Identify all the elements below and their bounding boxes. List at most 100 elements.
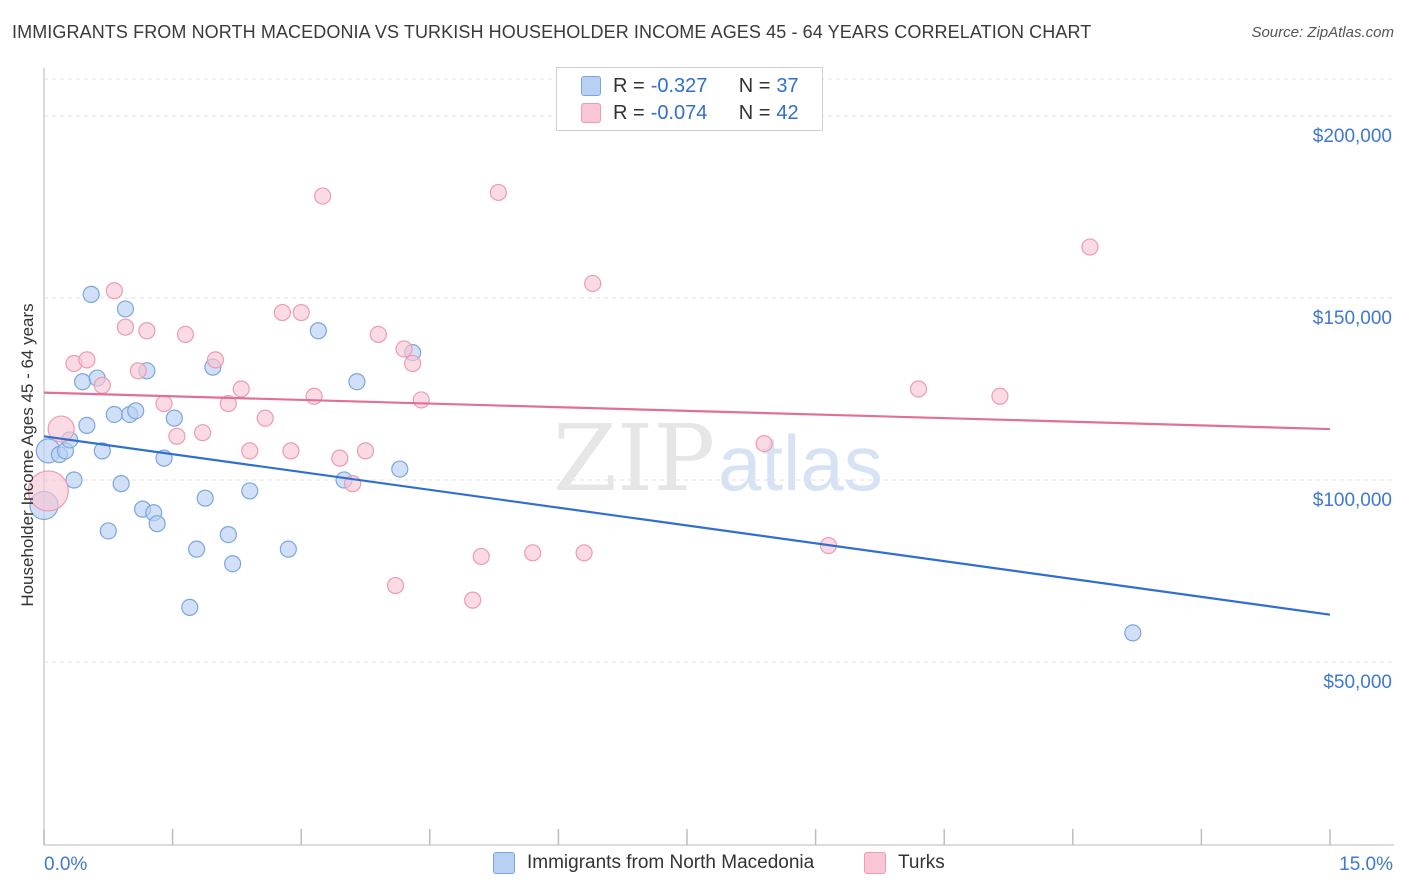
legend-item-turks[interactable]: Turks xyxy=(864,852,945,874)
point-turks xyxy=(575,544,593,562)
point-turks xyxy=(206,351,225,369)
point-turks xyxy=(232,380,250,398)
point-macedonia xyxy=(99,522,117,540)
point-turks xyxy=(93,376,111,394)
trendlines xyxy=(43,391,1331,616)
point-turks xyxy=(524,544,542,562)
point-turks xyxy=(356,442,375,460)
point-macedonia xyxy=(148,515,166,533)
legend-swatch-pink xyxy=(581,103,601,123)
watermark: ZIP atlas xyxy=(553,405,883,512)
point-turks xyxy=(129,362,147,380)
point-turks xyxy=(489,183,507,202)
point-turks xyxy=(176,325,195,343)
point-turks xyxy=(138,322,156,340)
point-turks xyxy=(412,391,430,409)
point-macedonia xyxy=(73,373,92,391)
legend-r-label: R = xyxy=(613,101,645,124)
point-turks xyxy=(219,394,237,413)
legend-n-label: N = xyxy=(738,101,771,124)
legend-n-value: 37 xyxy=(776,74,799,97)
axes xyxy=(43,68,1394,846)
x-tick-label: 15.0% xyxy=(1339,854,1393,875)
y-axis-label: Householder Income Ages 45 - 64 years xyxy=(18,303,37,607)
point-macedonia xyxy=(105,405,123,424)
point-turks xyxy=(331,449,349,467)
point-turks xyxy=(78,351,96,369)
trendline-turks xyxy=(43,391,1331,431)
chart-title: IMMIGRANTS FROM NORTH MACEDONIA VS TURKI… xyxy=(12,22,1092,42)
legend-r-label: R = xyxy=(613,74,645,97)
point-turks xyxy=(755,435,773,453)
point-macedonia xyxy=(65,471,83,489)
correlation-legend: R = -0.327 N = 37 R = -0.074 N = 42 xyxy=(556,67,823,131)
point-macedonia xyxy=(78,416,96,434)
point-turks xyxy=(241,442,259,460)
point-macedonia xyxy=(127,402,145,420)
point-macedonia xyxy=(279,540,297,558)
point-turks xyxy=(292,303,310,322)
point-turks xyxy=(991,387,1009,405)
point-turks xyxy=(909,380,928,398)
point-turks xyxy=(369,325,387,343)
legend-row-turks: R = -0.074 N = 42 xyxy=(581,101,799,125)
legend-item-macedonia[interactable]: Immigrants from North Macedonia xyxy=(493,852,814,874)
point-turks xyxy=(105,282,123,300)
point-macedonia xyxy=(1124,624,1142,642)
y-tick-label: $200,000 xyxy=(1313,126,1392,147)
point-turks xyxy=(464,591,482,609)
point-macedonia xyxy=(219,525,237,544)
point-macedonia xyxy=(391,460,409,478)
legend-r-value: -0.074 xyxy=(650,101,708,124)
point-turks xyxy=(584,274,602,293)
point-macedonia xyxy=(188,540,206,558)
legend-swatch-blue xyxy=(581,76,601,96)
point-turks xyxy=(116,318,135,336)
point-turks xyxy=(386,576,405,595)
point-turks xyxy=(1081,238,1099,256)
point-turks xyxy=(404,354,422,373)
watermark-atlas: atlas xyxy=(718,419,883,507)
legend-n-value: 42 xyxy=(776,101,799,124)
watermark-zip: ZIP xyxy=(553,405,715,512)
point-macedonia xyxy=(93,442,111,460)
legend-r-value: -0.327 xyxy=(650,74,708,97)
point-turks xyxy=(472,547,490,566)
y-tick-label: $50,000 xyxy=(1323,672,1392,693)
point-turks xyxy=(395,340,413,358)
point-macedonia xyxy=(224,555,242,573)
legend-row-macedonia: R = -0.327 N = 37 xyxy=(581,74,799,98)
point-turks xyxy=(194,424,212,442)
point-turks xyxy=(256,409,274,427)
point-turks xyxy=(155,394,173,413)
points xyxy=(27,183,1142,642)
legend-item-label: Turks xyxy=(898,852,945,873)
legend-n-label: N = xyxy=(738,74,771,97)
point-turks xyxy=(314,187,332,205)
point-macedonia xyxy=(116,300,135,318)
point-turks xyxy=(282,442,300,460)
point-turks xyxy=(305,387,323,405)
point-macedonia xyxy=(241,482,259,500)
point-turks xyxy=(168,427,186,445)
point-turks xyxy=(47,415,75,443)
point-macedonia xyxy=(82,285,100,303)
trendline-macedonia xyxy=(43,435,1331,616)
point-macedonia xyxy=(196,489,214,507)
tick-labels: $200,000 $150,000 $100,000 $50,000 0.0% 15.0% xyxy=(44,126,1393,875)
series-legend: Immigrants from North Macedonia Turks xyxy=(0,852,1406,878)
y-tick-label: $150,000 xyxy=(1313,308,1392,329)
point-macedonia xyxy=(165,409,183,427)
x-tick-label: 0.0% xyxy=(44,854,87,875)
source-label: Source: ZipAtlas.com xyxy=(1251,24,1394,41)
gridlines xyxy=(44,78,1394,663)
point-macedonia xyxy=(112,475,130,493)
point-macedonia xyxy=(181,598,199,617)
point-macedonia xyxy=(309,322,327,340)
point-turks xyxy=(27,470,69,512)
point-turks xyxy=(273,303,291,322)
legend-item-label: Immigrants from North Macedonia xyxy=(527,852,815,873)
legend-swatch-pink xyxy=(864,852,886,874)
point-macedonia xyxy=(348,373,366,391)
